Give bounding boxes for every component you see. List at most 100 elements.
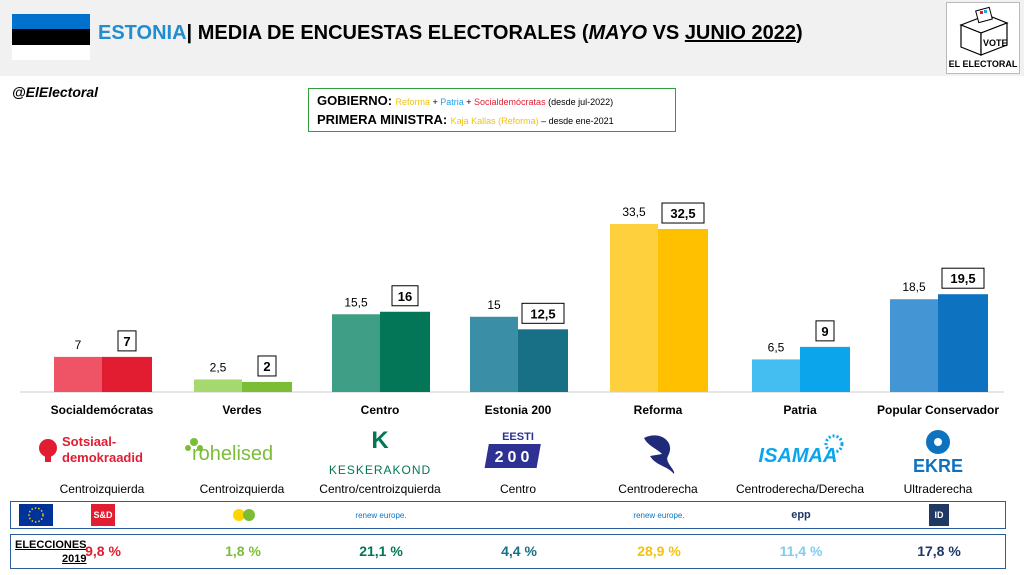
bar-mayo: [332, 314, 380, 392]
category-label: Patria: [783, 403, 817, 417]
ideology-label: Centro: [499, 482, 537, 496]
elections-2019-value: 1,8 %: [225, 543, 261, 559]
data-label-box: [815, 320, 835, 342]
bar-junio: [102, 356, 152, 392]
bar-junio: [938, 294, 988, 392]
elections-2019-value: 9,8 %: [85, 543, 121, 559]
eu-group-logo: epp: [791, 509, 811, 521]
gov-party-patria: Patria: [440, 97, 464, 107]
title-mayo: MAYO: [588, 22, 648, 44]
data-label-junio: 9: [821, 324, 828, 339]
elections-2019-value: 4,4 %: [501, 543, 537, 559]
bar-mayo: [54, 356, 102, 392]
elections-2019-value: 21,1 %: [359, 543, 403, 559]
party-logo: rohelised: [172, 426, 312, 476]
data-label-box: [521, 302, 565, 324]
data-label-mayo: 18,5: [902, 280, 926, 294]
data-label-mayo: 7: [75, 338, 82, 352]
gov-plus: +: [429, 97, 441, 107]
bar-junio: [658, 229, 708, 392]
svg-text:Sotsiaal-: Sotsiaal-: [62, 434, 116, 449]
svg-text:EESTI: EESTI: [502, 431, 534, 443]
bar-chart: 7 7 2,5 2 15,5 16 15 12,5 33,5 32,5 6,5 9 18,5 19,5: [20, 202, 1004, 393]
ideology-label: Centro/centroizquierda: [319, 482, 441, 496]
elections-2019-bar: ELECCIONES 2019 9,8 % 1,8 % 21,1 % 4,4 % 28,…: [10, 534, 1006, 569]
title-junio: JUNIO 2022: [684, 22, 796, 44]
page-title: ESTONIA| MEDIA DE ENCUESTAS ELECTORALES …: [98, 22, 803, 45]
eu-group-logo: renew europe.: [633, 510, 685, 520]
elections-2019-value: 28,9 %: [637, 543, 681, 559]
eu-groups-bar: S&D renew europe. renew europe. epp ID: [10, 501, 1006, 529]
government-box: GOBIERNO: Reforma + Patria + Socialdemóc…: [308, 88, 676, 132]
svg-text:200: 200: [495, 449, 534, 466]
svg-text:K: K: [371, 427, 389, 454]
category-label: Socialdemócratas: [50, 403, 154, 417]
bar-junio: [242, 381, 292, 392]
ideology-label: Centroizquierda: [59, 482, 145, 496]
category-label: Popular Conservador: [876, 403, 1000, 417]
svg-text:rohelised: rohelised: [192, 443, 273, 465]
data-label-junio: 2: [263, 359, 270, 374]
bar-mayo: [752, 359, 800, 392]
data-label-junio: 12,5: [530, 306, 555, 321]
bar-mayo: [890, 299, 938, 392]
title-separator: |: [186, 22, 193, 44]
category-label: Centro: [360, 403, 400, 417]
twitter-handle: @ElElectoral: [12, 84, 99, 100]
data-label-junio: 32,5: [670, 206, 695, 221]
party-logo: K KESKERAKOND: [310, 426, 450, 477]
party-logo: EESTI 200: [448, 426, 588, 476]
party-logo: EKRE: [868, 426, 1008, 476]
data-label-box: [661, 202, 705, 224]
data-label-mayo: 33,5: [622, 205, 646, 219]
data-label-box: [391, 285, 419, 307]
bar-mayo: [470, 316, 518, 392]
svg-text:EKRE: EKRE: [913, 456, 963, 476]
elections-label-line2: 2019: [62, 553, 87, 565]
party-logo: [588, 426, 728, 476]
gov-party-reforma: Reforma: [395, 97, 430, 107]
ballot-box-icon: VOTE: [959, 6, 1009, 56]
svg-text:ISAMAA: ISAMAA: [759, 445, 838, 467]
data-label-mayo: 2,5: [210, 360, 227, 374]
elections-label-line1: ELECCIONES: [15, 539, 87, 551]
data-label-junio: 7: [123, 334, 130, 349]
party-logo: Sotsiaal-demokraadid: [32, 426, 172, 476]
eu-flag-icon: [19, 504, 53, 526]
header-bar: ESTONIA| MEDIA DE ENCUESTAS ELECTORALES …: [0, 0, 1024, 76]
ideology-label: Centroizquierda: [199, 482, 285, 496]
ideology-label: Ultraderecha: [903, 482, 973, 496]
country-name: ESTONIA: [98, 22, 187, 44]
gov-plus: +: [463, 97, 475, 107]
title-vs: VS: [647, 22, 685, 44]
gov-label: GOBIERNO:: [317, 93, 393, 108]
eu-group-logo: renew europe.: [355, 510, 407, 520]
el-electoral-logo: VOTE EL ELECTORAL: [946, 2, 1020, 74]
data-label-junio: 19,5: [950, 271, 975, 286]
elections-2019-value: 11,4 %: [779, 543, 823, 559]
category-label: Verdes: [222, 403, 262, 417]
bar-mayo: [610, 224, 658, 392]
data-label-box: [117, 330, 137, 352]
svg-text:KESKERAKOND: KESKERAKOND: [329, 463, 431, 476]
bar-mayo: [194, 379, 242, 392]
pm-since: – desde ene-2021: [538, 116, 614, 126]
pm-label: PRIMERA MINISTRA:: [317, 112, 448, 127]
vote-text: VOTE: [983, 38, 1008, 48]
gov-since: (desde jul-2022): [545, 97, 614, 107]
brand-label: EL ELECTORAL: [948, 59, 1018, 69]
elections-label: ELECCIONES 2019: [15, 538, 87, 566]
party-logo: ISAMAA: [730, 426, 870, 476]
data-label-mayo: 6,5: [768, 340, 785, 354]
data-label-mayo: 15,5: [344, 295, 368, 309]
ideology-label: Centroderecha: [618, 482, 698, 496]
pm-name: Kaja Kallas (Reforma): [450, 116, 539, 126]
title-end: ): [795, 22, 803, 44]
svg-text:demokraadid: demokraadid: [62, 450, 143, 465]
data-label-box: [941, 267, 985, 289]
gov-party-sd: Socialdemócratas: [474, 97, 546, 107]
category-label: Estonia 200: [484, 403, 552, 417]
estonia-flag-icon: [12, 14, 90, 60]
category-label: Reforma: [633, 403, 683, 417]
sunflower-icon: [231, 504, 257, 526]
